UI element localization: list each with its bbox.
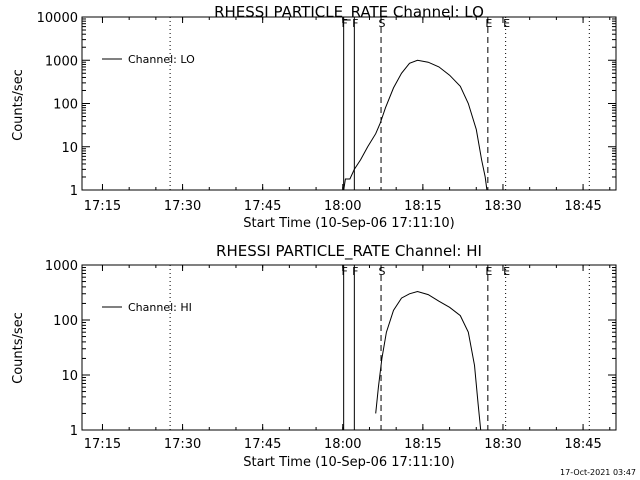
y-tick-label: 10 [61, 369, 78, 384]
x-axis-label: Start Time (10-Sep-06 17:11:10) [243, 216, 454, 231]
x-axis-label: Start Time (10-Sep-06 17:11:10) [243, 455, 454, 470]
x-tick-label: 18:30 [484, 437, 521, 452]
y-tick-label: 1 [70, 424, 78, 439]
x-tick-label: 17:15 [84, 199, 121, 214]
x-tick-label: 17:30 [164, 437, 201, 452]
series-line [375, 290, 482, 431]
event-marker-label: E [485, 17, 492, 30]
event-marker-label: E [503, 17, 510, 30]
chart-title: RHESSI PARTICLE_RATE Channel: HI [216, 242, 482, 261]
y-tick-label: 1000 [45, 54, 78, 69]
legend-label: Channel: LO [128, 53, 195, 66]
y-tick-label: 100 [53, 314, 78, 329]
event-marker-label: S [379, 265, 386, 278]
x-tick-label: 17:15 [84, 437, 121, 452]
x-tick-label: 17:45 [244, 199, 281, 214]
y-axis-label: Counts/sec [11, 312, 26, 384]
plot-frame [81, 264, 617, 431]
y-tick-label: 1000 [45, 259, 78, 274]
x-tick-label: 18:45 [564, 437, 601, 452]
chart-title: RHESSI PARTICLE_RATE Channel: LO [214, 3, 484, 22]
y-tick-label: 10 [61, 141, 78, 156]
y-axis-label: Counts/sec [11, 69, 26, 141]
y-tick-label: 100 [53, 98, 78, 113]
event-marker-label: F [341, 265, 347, 278]
x-tick-label: 18:15 [404, 199, 441, 214]
event-marker-label: E [485, 265, 492, 278]
event-marker-label: E [503, 265, 510, 278]
x-tick-label: 18:00 [324, 437, 361, 452]
plot-frame [81, 16, 617, 191]
footer-timestamp: 17-Oct-2021 03:47 [560, 468, 636, 477]
x-tick-label: 18:45 [564, 199, 601, 214]
y-tick-label: 1 [70, 184, 78, 199]
event-marker-label: F [352, 265, 358, 278]
x-tick-label: 18:00 [324, 199, 361, 214]
series-line [343, 59, 488, 191]
x-tick-label: 18:15 [404, 437, 441, 452]
legend-label: Channel: HI [128, 301, 192, 314]
x-tick-label: 18:30 [484, 199, 521, 214]
event-marker-label: S [379, 17, 386, 30]
event-marker-label: F [352, 17, 358, 30]
y-tick-label: 10000 [37, 11, 78, 26]
event-marker-label: F [341, 17, 347, 30]
x-tick-label: 17:45 [244, 437, 281, 452]
x-tick-label: 17:30 [164, 199, 201, 214]
